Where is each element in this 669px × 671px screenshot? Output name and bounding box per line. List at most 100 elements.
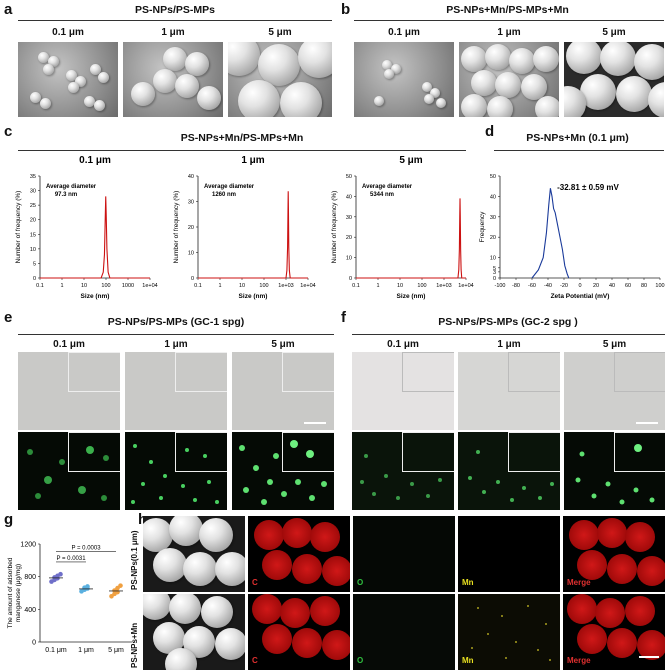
sem-image-a-0.1um bbox=[18, 42, 118, 117]
panel-b-title: PS-NPs+Mn/PS-MPs+Mn bbox=[446, 4, 569, 16]
y-tick-label: 40 bbox=[346, 194, 352, 200]
x-tick-label: 1 bbox=[218, 283, 221, 289]
annotation: Average diameter bbox=[362, 184, 413, 190]
y-tick-label: 10 bbox=[346, 256, 352, 262]
sem-image-b-5um bbox=[564, 42, 664, 117]
y-tick-label: 0 bbox=[32, 640, 36, 647]
fluorescence-e-1um bbox=[125, 432, 227, 510]
size-distribution-line bbox=[198, 191, 308, 279]
y-tick-label: 5 bbox=[33, 261, 36, 267]
x-tick-label: 100 bbox=[259, 283, 268, 289]
merge-label-row1: Merge bbox=[567, 578, 591, 587]
y-tick-label: 25 bbox=[30, 203, 36, 209]
y-tick-label: 0 bbox=[493, 276, 496, 282]
fluorescence-f-0.1um bbox=[352, 432, 454, 510]
merge-map-row2: Merge bbox=[563, 594, 665, 670]
brightfield-e-5um bbox=[232, 352, 334, 430]
mn-label-row1: Mn bbox=[462, 578, 474, 587]
panel-b-col-1: 0.1 μm bbox=[388, 27, 420, 38]
x-tick-label: 10 bbox=[81, 283, 87, 289]
mn-label-row2: Mn bbox=[462, 656, 474, 665]
x-tick-label: 20 bbox=[593, 283, 599, 289]
c-label-row1: C bbox=[252, 578, 258, 587]
brightfield-f-1um bbox=[458, 352, 560, 430]
sem-h-row2 bbox=[143, 594, 245, 670]
panel-a-col-3: 5 μm bbox=[268, 27, 292, 38]
panel-a-underline bbox=[18, 20, 332, 21]
annotation-value: 5344 nm bbox=[370, 192, 394, 198]
y-tick-label: 50 bbox=[346, 174, 352, 180]
y-tick-label: 30 bbox=[346, 215, 352, 221]
y-tick-label: 10 bbox=[188, 251, 194, 257]
y-tick-label: 40 bbox=[188, 174, 194, 180]
size-distribution-line bbox=[40, 196, 150, 279]
panel-a-title: PS-NPs/PS-MPs bbox=[135, 4, 215, 16]
x-tick-label: 1e+04 bbox=[142, 283, 157, 289]
panel-d-title: PS-NPs+Mn (0.1 μm) bbox=[526, 132, 629, 144]
sem-image-a-5um bbox=[228, 42, 332, 117]
x-tick-label: -60 bbox=[528, 283, 536, 289]
x-tick-label: 0 bbox=[578, 283, 581, 289]
y-tick-label: 30 bbox=[490, 215, 496, 221]
x-tick-label: 1e+03 bbox=[436, 283, 451, 289]
panel-f-col-2: 1 μm bbox=[497, 339, 521, 350]
y-axis-label-line-1: The amount of adsorbed bbox=[7, 557, 14, 628]
chart-title: 1 μm bbox=[241, 155, 264, 166]
y-tick-label: 20 bbox=[30, 218, 36, 224]
sem-image-b-0.1um bbox=[354, 42, 454, 117]
x-axis-label: Zeta Potential (mV) bbox=[551, 293, 610, 300]
x-tick-label: 60 bbox=[625, 283, 631, 289]
c-label-row2: C bbox=[252, 656, 258, 665]
brightfield-f-5um bbox=[564, 352, 665, 430]
brightfield-e-0.1um bbox=[18, 352, 120, 430]
y-axis-label: Number of frequency (%) bbox=[331, 191, 338, 264]
y-axis-label: Frequency bbox=[479, 211, 486, 242]
panel-b-col-3: 5 μm bbox=[602, 27, 626, 38]
panel-e-title: PS-NPs/PS-MPs (GC-1 spg) bbox=[107, 316, 245, 328]
y-axis-label: Number of frequency (%) bbox=[173, 191, 180, 264]
mn-map-row1: Mn bbox=[458, 516, 560, 592]
y-tick-label: 0 bbox=[349, 276, 352, 282]
zeta-line bbox=[531, 188, 570, 279]
x-tick-label: 1 bbox=[376, 283, 379, 289]
y-tick-label: 20 bbox=[346, 235, 352, 241]
panel-c-title: PS-NPs+Mn/PS-MPs+Mn bbox=[180, 132, 304, 144]
sem-image-a-1um bbox=[123, 42, 223, 117]
p-value-label: P = 0.0003 bbox=[71, 545, 101, 551]
y-tick-label: 40 bbox=[490, 194, 496, 200]
x-axis-label: Size (nm) bbox=[397, 293, 426, 300]
y-tick-label: 3 bbox=[493, 270, 496, 276]
y-tick-label: 10 bbox=[490, 256, 496, 262]
panel-e-col-1: 0.1 μm bbox=[53, 339, 85, 350]
y-tick-label: 10 bbox=[30, 247, 36, 253]
y-tick-label: 50 bbox=[490, 174, 496, 180]
y-tick-label: 1200 bbox=[20, 542, 36, 549]
panel-d-underline bbox=[494, 150, 664, 151]
x-tick-label: 1e+04 bbox=[300, 283, 315, 289]
x-tick-label: -20 bbox=[560, 283, 568, 289]
data-point bbox=[85, 584, 90, 589]
brightfield-e-1um bbox=[125, 352, 227, 430]
chart-title: 0.1 μm bbox=[79, 155, 111, 166]
x-tick-label: 1000 bbox=[122, 283, 134, 289]
y-tick-label: 0 bbox=[33, 276, 36, 282]
c-map-row1: C bbox=[248, 516, 350, 592]
y-axis-label-line-2: manganese (μg/mg) bbox=[15, 564, 22, 622]
merge-map-row1: Merge bbox=[563, 516, 665, 592]
y-axis-label: Number of frequency (%) bbox=[15, 191, 22, 264]
size-distribution-chart-5um: 5 μm 0 10 20 30 40 50 0.1 1 10 100 1e+03 1e+04 Size (… bbox=[331, 155, 474, 300]
y-tick-label: 35 bbox=[30, 174, 36, 180]
panel-f-underline bbox=[352, 334, 665, 335]
o-map-row2: O bbox=[353, 594, 455, 670]
panel-label-c: c bbox=[4, 123, 13, 140]
zeta-annotation: -32.81 ± 0.59 mV bbox=[557, 183, 619, 192]
panel-b-underline bbox=[354, 20, 664, 21]
x-tick-label: 100 bbox=[417, 283, 426, 289]
x-tick-label: -80 bbox=[512, 283, 520, 289]
sem-image-b-1um bbox=[459, 42, 559, 117]
x-tick-label: 1 bbox=[60, 283, 63, 289]
o-label-row1: O bbox=[357, 578, 364, 587]
c-map-row2: C bbox=[248, 594, 350, 670]
sem-h-row1 bbox=[143, 516, 245, 592]
